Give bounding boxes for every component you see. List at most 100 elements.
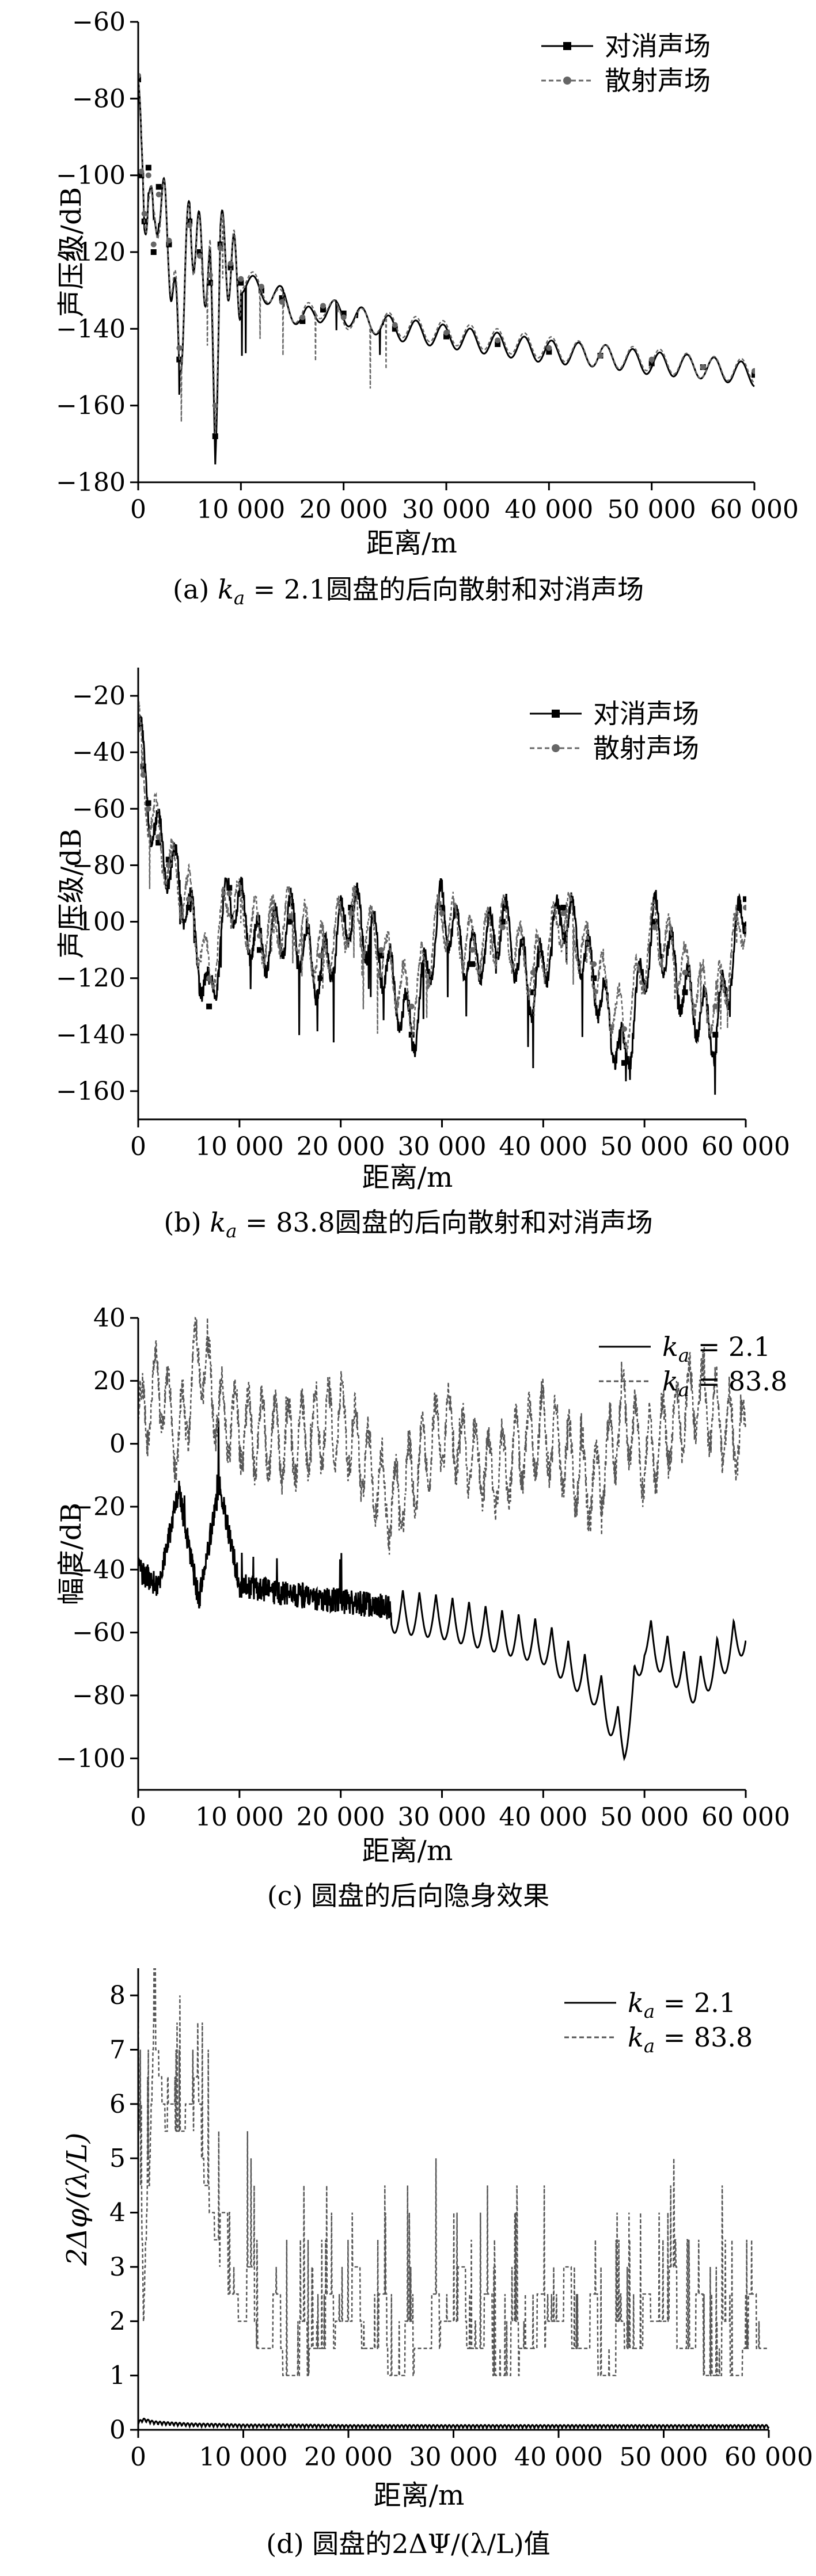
data-point <box>145 165 151 171</box>
series-line-a-0 <box>139 79 755 465</box>
data-point <box>743 896 746 902</box>
data-point <box>621 1060 627 1066</box>
data-point <box>443 333 449 340</box>
data-point <box>155 192 162 197</box>
data-point <box>238 280 244 286</box>
data-point <box>206 975 212 981</box>
data-point <box>408 1031 415 1038</box>
data-point <box>257 947 263 953</box>
data-point <box>187 222 193 228</box>
x-tick-label: 40 000 <box>499 1132 587 1161</box>
data-point <box>206 1003 212 1009</box>
data-point <box>439 910 445 916</box>
x-tick-label: 50 000 <box>600 1132 689 1161</box>
data-point <box>145 172 151 178</box>
x-tick-label: 60 000 <box>724 2442 813 2472</box>
data-point <box>530 989 536 996</box>
series-line-c-1 <box>139 1316 746 1555</box>
x-tick-label: 60 000 <box>701 1132 790 1161</box>
data-point <box>317 975 324 981</box>
y-tick-label: −140 <box>56 314 126 344</box>
data-point <box>299 314 306 321</box>
data-point <box>469 947 476 953</box>
data-point <box>530 969 536 975</box>
data-point <box>279 295 285 301</box>
data-point <box>287 913 293 919</box>
data-point <box>176 345 183 351</box>
y-tick-label: −80 <box>72 1681 126 1710</box>
x-tick-label: 20 000 <box>304 2442 393 2472</box>
x-tick-label: 50 000 <box>608 495 696 524</box>
y-tick-label: 1 <box>109 2361 126 2391</box>
x-tick-label: 10 000 <box>195 1803 284 1832</box>
x-tick-label: 40 000 <box>504 495 593 524</box>
x-axis-label: 距离/m <box>366 527 457 559</box>
series-line-c-0 <box>139 1420 746 1762</box>
y-tick-label: 40 <box>93 1304 126 1333</box>
panel-caption: (a) ka = 2.1圆盘的后向散射和对消声场 <box>173 574 644 609</box>
data-point <box>752 372 755 378</box>
data-point <box>651 924 658 931</box>
data-point <box>145 806 151 812</box>
data-point <box>348 910 354 916</box>
y-tick-label: −40 <box>72 1555 126 1584</box>
data-point <box>495 337 501 344</box>
data-point <box>340 310 347 317</box>
x-axis-label: 距离/m <box>362 1161 453 1194</box>
data-point <box>392 322 398 328</box>
x-tick-label: 0 <box>130 495 146 524</box>
x-tick-label: 30 000 <box>398 1132 487 1161</box>
data-point <box>139 73 141 79</box>
y-tick-label: −100 <box>56 161 126 190</box>
series-line-b-0 <box>139 715 746 1095</box>
x-axis-label: 距离/m <box>374 2479 465 2512</box>
plot-area <box>139 1968 769 2430</box>
plot-area <box>139 73 755 465</box>
data-point <box>139 727 141 733</box>
x-tick-label: 20 000 <box>297 1803 385 1832</box>
y-tick-label: −160 <box>56 391 126 421</box>
plot-area <box>139 701 746 1095</box>
x-tick-label: 30 000 <box>398 1803 487 1832</box>
series-line-b-1 <box>139 701 746 1053</box>
data-point <box>651 919 658 925</box>
data-point <box>591 961 597 967</box>
legend-label: 散射声场 <box>593 733 699 764</box>
panel-c: 40 20 0 −20 −40 −60 −80 −100 0 10 000 20 000 30 000… <box>55 1304 790 1911</box>
data-point <box>227 261 234 266</box>
data-point <box>439 905 445 911</box>
y-tick-label: −20 <box>72 1492 126 1522</box>
legend-label: 对消声场 <box>605 31 711 62</box>
panel-caption: (c) 圆盘的后向隐身效果 <box>267 1880 549 1911</box>
legend-label: ka = 83.8 <box>628 2022 753 2057</box>
y-axis-label: 声压级/dB <box>55 187 88 317</box>
data-point <box>500 924 506 931</box>
y-tick-label: −100 <box>56 1744 126 1773</box>
data-point <box>140 763 146 769</box>
x-tick-label: 0 <box>130 1803 146 1832</box>
y-tick-label: −160 <box>56 1077 126 1106</box>
data-point <box>155 834 162 840</box>
y-tick-label: −60 <box>72 794 126 824</box>
y-tick-label: 3 <box>109 2253 126 2282</box>
panel-caption: (b) ka = 83.8圆盘的后向散射和对消声场 <box>164 1207 652 1242</box>
data-point <box>141 211 147 217</box>
data-point <box>320 303 326 309</box>
y-axis-label: 幅度/dB <box>55 1503 88 1605</box>
data-point <box>166 241 172 247</box>
y-tick-label: 2 <box>109 2307 126 2336</box>
legend-label: 散射声场 <box>605 65 711 96</box>
legend-marker <box>563 77 571 85</box>
data-point <box>185 896 192 902</box>
data-point <box>150 249 157 255</box>
x-tick-label: 10 000 <box>196 495 285 524</box>
data-point <box>378 947 384 953</box>
y-tick-label: 4 <box>109 2198 126 2228</box>
data-point <box>320 307 326 313</box>
y-tick-label: −60 <box>72 7 126 37</box>
data-point <box>155 840 162 846</box>
data-point <box>648 356 655 363</box>
data-point <box>378 952 384 959</box>
